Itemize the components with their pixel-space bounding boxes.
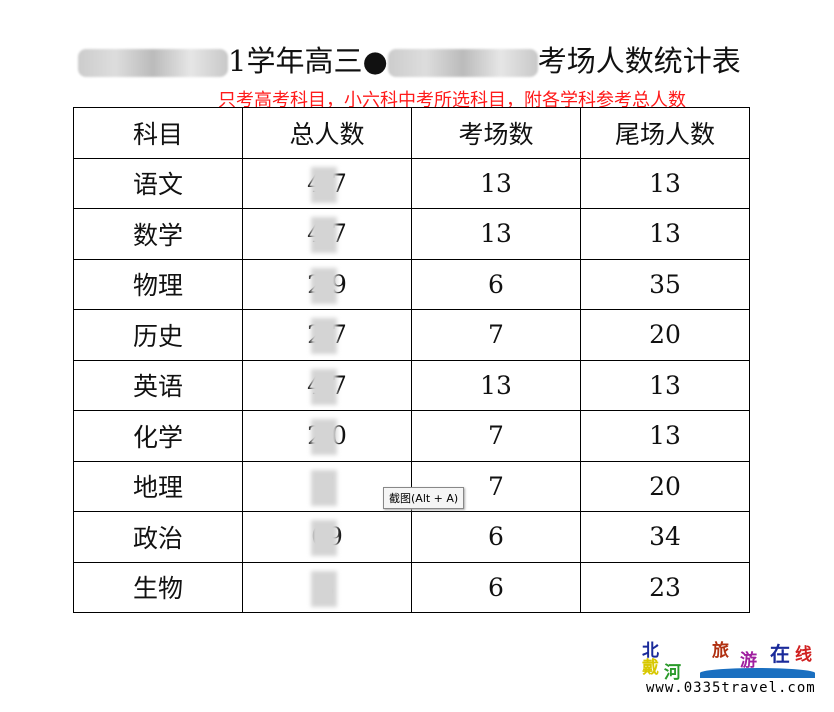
- redaction-mask: [311, 368, 337, 405]
- total-cell: 4 7: [242, 157, 412, 209]
- redaction-mask: [311, 469, 337, 506]
- total-cell: 4 7: [242, 359, 412, 411]
- header-cell: 考场数: [411, 107, 581, 159]
- subject-cell: 化学: [73, 410, 243, 462]
- header-cell: 科目: [73, 107, 243, 159]
- logo-char: 旅: [712, 641, 729, 661]
- redaction-mask: [311, 217, 337, 253]
- redaction-mask: [311, 318, 337, 354]
- rooms-cell: 13: [411, 208, 581, 260]
- subject-cell: 英语: [73, 359, 243, 411]
- total-cell: 4 7: [242, 208, 412, 260]
- header-cell: 总人数: [242, 107, 412, 159]
- redacted-text: [78, 49, 228, 77]
- travel-logo: 北 戴 河 旅 游 在 线 www.0335travel.com: [640, 636, 818, 698]
- logo-char: 北: [642, 641, 659, 661]
- redacted-text: [387, 49, 538, 77]
- table-row: 生物8623: [73, 561, 750, 613]
- subject-cell: 生物: [73, 561, 243, 613]
- rooms-cell: 13: [411, 157, 581, 209]
- redaction-mask: [311, 419, 337, 455]
- subject-cell: 物理: [73, 258, 243, 310]
- logo-char: 线: [795, 645, 812, 665]
- rooms-cell: 6: [411, 258, 581, 310]
- table-header-row: 科目 总人数 考场数 尾场人数: [73, 107, 750, 159]
- title-part: 考场人数统计表: [537, 44, 741, 78]
- redaction-mask: [311, 166, 337, 203]
- last-room-cell: 13: [580, 157, 750, 209]
- last-room-cell: 13: [580, 208, 750, 260]
- logo-char: 河: [664, 663, 681, 683]
- document-title: 1学年高三● 考场人数统计表: [78, 38, 741, 80]
- logo-char: 戴: [642, 658, 659, 678]
- rooms-cell: 6: [411, 561, 581, 613]
- last-room-cell: 13: [580, 410, 750, 462]
- last-room-cell: 34: [580, 511, 750, 563]
- total-cell: 2 7: [242, 309, 412, 361]
- subject-cell: 数学: [73, 208, 243, 260]
- exam-room-table: 科目 总人数 考场数 尾场人数 语文4 71313数学4 71313物理2 96…: [73, 107, 750, 613]
- rooms-cell: 7: [411, 410, 581, 462]
- total-cell: 8: [242, 561, 412, 613]
- redaction-mask: [311, 520, 337, 556]
- logo-char: 在: [770, 642, 790, 666]
- logo-char: 游: [740, 651, 757, 671]
- last-room-cell: 13: [580, 359, 750, 411]
- rooms-cell: 13: [411, 359, 581, 411]
- last-room-cell: 20: [580, 460, 750, 512]
- last-room-cell: 20: [580, 309, 750, 361]
- rooms-cell: 7: [411, 309, 581, 361]
- table-row: 政治09634: [73, 511, 750, 563]
- total-cell: 2 0: [242, 410, 412, 462]
- redaction-mask: [311, 570, 337, 607]
- total-cell: 2 9: [242, 258, 412, 310]
- logo-url: www.0335travel.com: [646, 680, 816, 696]
- header-cell: 尾场人数: [580, 107, 750, 159]
- screenshot-tooltip: 截图(Alt + A): [383, 487, 465, 509]
- subject-cell: 历史: [73, 309, 243, 361]
- note-text: 只考高考科目，小六科中考所选科目，附各学科参考总人数: [218, 90, 686, 111]
- subject-cell: 语文: [73, 157, 243, 209]
- subject-cell: 地理: [73, 460, 243, 512]
- table-row: 地理7720: [73, 460, 750, 512]
- subject-cell: 政治: [73, 511, 243, 563]
- redaction-mask: [311, 267, 337, 304]
- title-part: 1学年高三●: [228, 44, 388, 78]
- total-cell: 09: [242, 511, 412, 563]
- rooms-cell: 6: [411, 511, 581, 563]
- last-room-cell: 35: [580, 258, 750, 310]
- last-room-cell: 23: [580, 561, 750, 613]
- wave-graphic: [700, 668, 815, 678]
